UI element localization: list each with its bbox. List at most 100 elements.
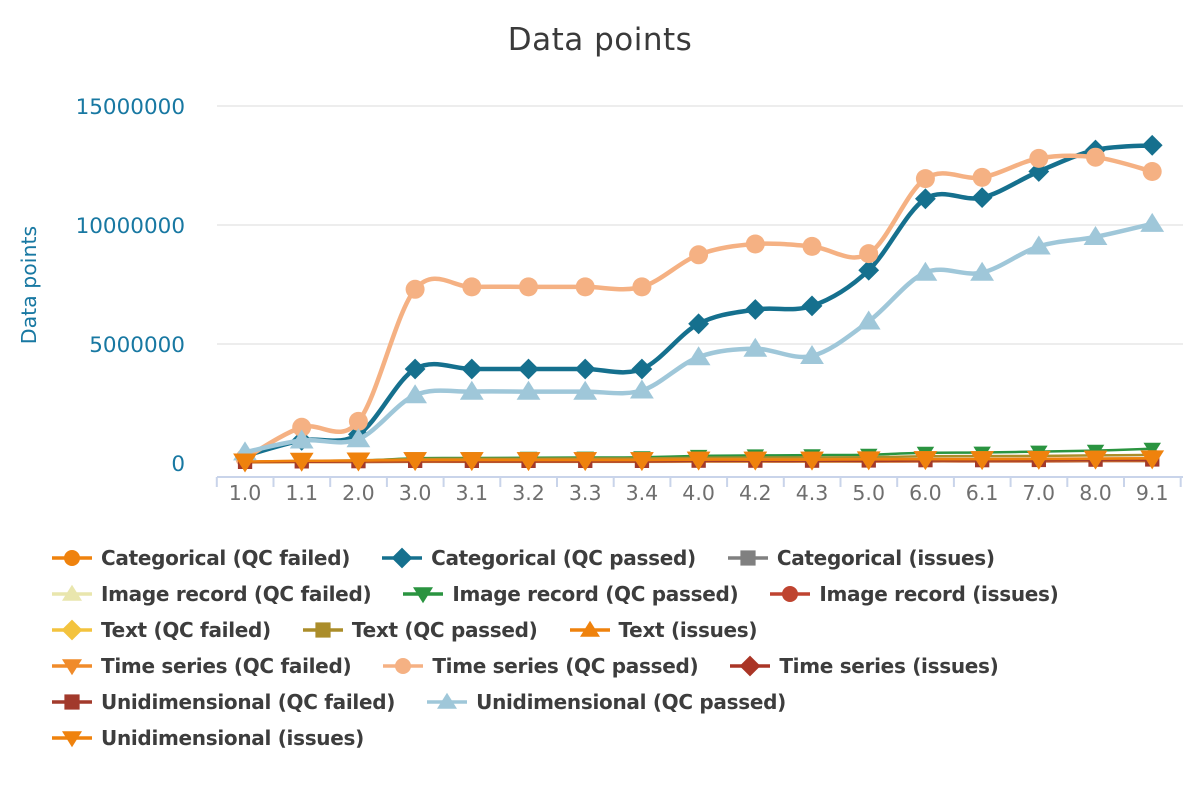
legend-item-label: Image record (QC passed) <box>452 582 739 606</box>
legend-marker-unidimensional-qc-failed <box>64 694 80 710</box>
marker-unidimensional-qc-passed <box>970 261 994 281</box>
legend-item-time-series-qc-failed[interactable]: Time series (QC failed) <box>50 653 352 679</box>
legend-row: Unidimensional (QC failed) Unidimensional… <box>50 684 1170 720</box>
marker-time-series-qc-passed <box>1029 148 1049 168</box>
x-axis-tick-label: 9.1 <box>1136 481 1169 505</box>
legend-item-image-record-qc-failed[interactable]: Image record (QC failed) <box>50 581 372 607</box>
gridlines <box>217 105 1183 345</box>
marker-time-series-qc-passed <box>632 277 652 297</box>
marker-categorical-qc-passed <box>1028 161 1050 182</box>
marker-unidimensional-issues <box>346 452 371 472</box>
x-axis-ticks <box>215 477 1182 487</box>
marker-time-series-qc-passed <box>1142 162 1162 181</box>
legend-item-label: Image record (QC failed) <box>101 582 372 606</box>
legend-item-label: Text (QC failed) <box>101 618 271 642</box>
legend-item-unidimensional-qc-failed[interactable]: Unidimensional (QC failed) <box>50 689 395 715</box>
marker-unidimensional-issues <box>1083 450 1108 470</box>
x-axis-tick-label: 4.3 <box>796 481 829 505</box>
time-series-issues-marker-icon <box>730 655 771 677</box>
legend-item-image-record-issues[interactable]: Image record (issues) <box>768 581 1059 607</box>
marker-time-series-qc-passed <box>575 277 595 297</box>
legend-item-time-series-issues[interactable]: Time series (issues) <box>728 653 999 679</box>
legend-item-categorical-issues[interactable]: Categorical (issues) <box>726 545 995 571</box>
chart-title: Data points <box>507 22 693 58</box>
marker-time-series-qc-passed <box>972 167 992 187</box>
marker-categorical-qc-passed <box>915 188 936 210</box>
legend: Categorical (QC failed) Categorical (QC p… <box>50 540 1170 756</box>
marker-unidimensional-qc-passed <box>1140 212 1165 232</box>
legend-item-categorical-qc-failed[interactable]: Categorical (QC failed) <box>50 545 350 571</box>
x-axis-tick-label: 1.1 <box>285 481 318 505</box>
marker-unidimensional-issues <box>1026 450 1051 470</box>
legend-marker-time-series-issues <box>739 655 761 677</box>
y-axis-tick-label: 10000000 <box>76 214 185 239</box>
legend-item-text-qc-failed[interactable]: Text (QC failed) <box>50 617 271 643</box>
marker-categorical-qc-passed <box>858 259 880 281</box>
marker-categorical-qc-passed <box>631 358 653 380</box>
x-axis-tick-label: 4.2 <box>739 481 772 505</box>
marker-categorical-qc-passed <box>404 358 426 380</box>
marker-unidimensional-issues <box>913 451 938 471</box>
text-issues-marker-icon <box>569 620 610 637</box>
marker-unidimensional-qc-passed <box>630 379 654 399</box>
y-axis-tick-label: 15000000 <box>76 95 185 120</box>
legend-item-unidimensional-issues[interactable]: Unidimensional (issues) <box>50 725 364 751</box>
x-axis-tick-label: 2.0 <box>342 481 375 505</box>
legend-item-text-issues[interactable]: Text (issues) <box>568 617 758 643</box>
marker-time-series-qc-passed <box>1086 147 1105 167</box>
legend-row: Time series (QC failed) Time series (QC p… <box>50 648 1170 684</box>
y-axis-title: Data points <box>17 226 41 344</box>
marker-unidimensional-qc-passed <box>459 380 484 400</box>
legend-row: Image record (QC failed) Image record (QC… <box>50 576 1170 612</box>
x-axis-tick-label: 5.0 <box>852 481 885 505</box>
x-axis-tick-label: 3.4 <box>626 481 659 505</box>
time-series-qc-failed-marker-icon <box>52 659 92 676</box>
legend-item-label: Unidimensional (QC passed) <box>476 690 786 714</box>
unidimensional-issues-marker-icon <box>52 731 92 748</box>
legend-item-unidimensional-qc-passed[interactable]: Unidimensional (QC passed) <box>425 689 786 715</box>
marker-time-series-qc-passed <box>348 411 368 431</box>
legend-marker-image-record-issues <box>782 586 799 602</box>
legend-item-text-qc-passed[interactable]: Text (QC passed) <box>301 617 538 643</box>
x-axis-tick-label: 6.0 <box>909 481 942 505</box>
marker-time-series-qc-passed <box>519 277 538 297</box>
legend-row: Unidimensional (issues) <box>50 720 1170 756</box>
series-unidimensional-issues <box>233 450 1165 473</box>
legend-marker-text-issues <box>579 620 600 637</box>
marker-categorical-qc-passed <box>574 358 596 380</box>
legend-item-label: Time series (QC failed) <box>101 654 352 678</box>
marker-time-series-qc-passed <box>689 245 709 265</box>
time-series-qc-passed-marker-icon <box>383 658 424 674</box>
categorical-qc-failed-marker-icon <box>52 550 92 566</box>
legend-item-label: Unidimensional (issues) <box>101 726 364 750</box>
legend-item-label: Categorical (QC failed) <box>101 546 351 570</box>
marker-unidimensional-issues <box>686 451 711 471</box>
x-axis-tick-label: 8.0 <box>1079 481 1112 505</box>
categorical-qc-passed-marker-icon <box>382 547 423 569</box>
legend-item-label: Time series (QC passed) <box>432 654 699 678</box>
legend-marker-text-qc-failed <box>61 619 83 641</box>
legend-item-categorical-qc-passed[interactable]: Categorical (QC passed) <box>380 545 696 571</box>
legend-item-time-series-qc-passed[interactable]: Time series (QC passed) <box>381 653 699 679</box>
y-axis-tick-labels: 0 5000000 10000000 15000000 <box>76 95 185 477</box>
legend-marker-text-qc-passed <box>315 622 331 638</box>
x-axis-tick-label: 3.0 <box>399 481 432 505</box>
legend-marker-unidimensional-qc-passed <box>437 692 458 709</box>
marker-unidimensional-issues <box>459 452 484 472</box>
marker-unidimensional-qc-passed <box>1026 235 1051 255</box>
marker-unidimensional-issues <box>289 452 314 472</box>
marker-categorical-qc-passed <box>801 295 823 317</box>
marker-time-series-qc-passed <box>292 417 312 437</box>
image-record-qc-passed-marker-icon <box>403 587 444 604</box>
legend-item-label: Text (QC passed) <box>351 618 538 642</box>
marker-unidimensional-issues <box>743 451 768 471</box>
legend-item-image-record-qc-passed[interactable]: Image record (QC passed) <box>401 581 739 607</box>
x-axis-tick-label: 6.1 <box>966 481 999 505</box>
marker-categorical-qc-passed <box>1141 134 1163 156</box>
marker-unidimensional-issues <box>630 452 654 472</box>
marker-categorical-qc-passed <box>971 187 993 208</box>
legend-marker-unidimensional-issues <box>62 731 82 748</box>
marker-unidimensional-qc-passed <box>573 380 598 400</box>
marker-image-record-qc-passed <box>1143 442 1161 457</box>
